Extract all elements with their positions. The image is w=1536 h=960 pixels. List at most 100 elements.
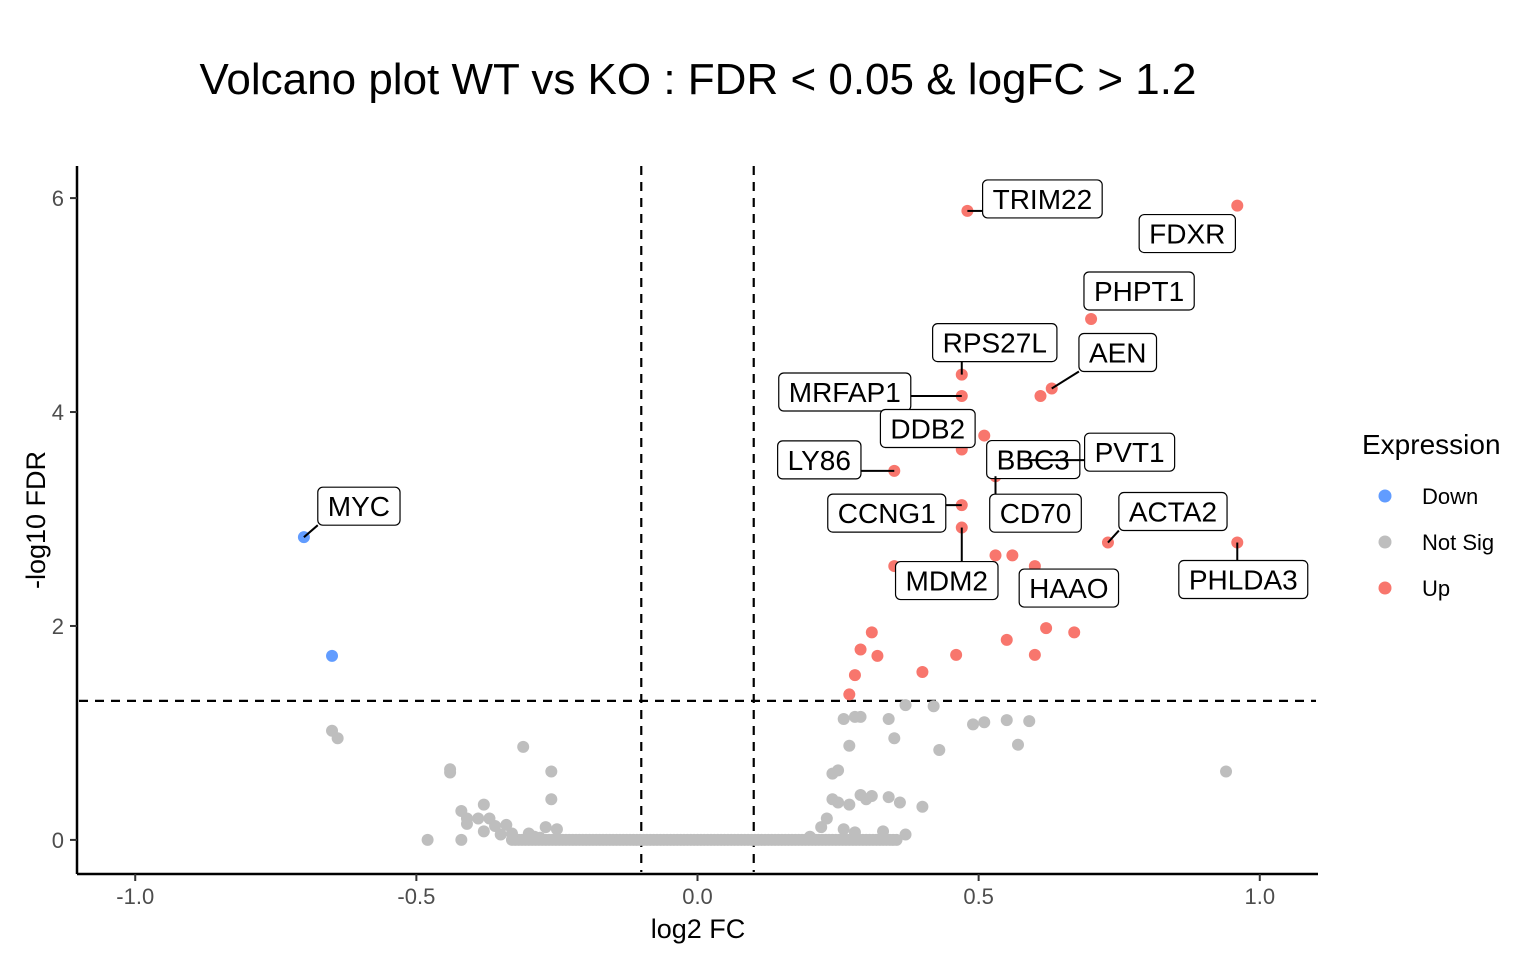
gene-label-text: DDB2 <box>890 413 965 444</box>
point-not-sig <box>803 830 816 843</box>
gene-label-cd70: CD70 <box>989 476 1082 533</box>
point-not-sig <box>888 732 901 745</box>
gene-label-text: LY86 <box>788 445 851 476</box>
legend: Expression Down Not Sig Up <box>1362 429 1501 601</box>
gene-label-box <box>317 486 401 526</box>
legend-label: Up <box>1422 576 1450 601</box>
gene-label-pvt1: PVT1 <box>1023 432 1176 472</box>
y-tick-label: 2 <box>52 614 64 639</box>
point-up <box>916 665 929 678</box>
gene-label-text: ACTA2 <box>1129 497 1217 528</box>
point-up <box>865 626 878 639</box>
y-axis-label: -log10 FDR <box>21 451 51 589</box>
chart-title: Volcano plot WT vs KO : FDR < 0.05 & log… <box>200 55 1197 104</box>
gene-label-text: FDXR <box>1149 219 1225 250</box>
legend-key-not-sig <box>1378 535 1392 549</box>
gene-label-box <box>1083 271 1195 311</box>
point-not-sig <box>865 790 878 803</box>
point-not-sig <box>494 828 507 841</box>
y-tick-label: 4 <box>52 400 64 425</box>
gene-label-box <box>879 408 976 449</box>
gene-label-box <box>1138 213 1236 254</box>
point-not-sig <box>517 740 530 753</box>
point-not-sig <box>500 818 513 831</box>
point-not-sig <box>899 699 912 712</box>
gene-label-haao: HAAO <box>1018 568 1120 608</box>
gene-label-text: CCNG1 <box>838 498 936 529</box>
point-not-sig <box>545 793 558 806</box>
point-not-sig <box>455 833 468 846</box>
gene-label-aen: AEN <box>1051 332 1158 390</box>
point-not-sig <box>890 833 903 846</box>
gene-label-text: AEN <box>1089 337 1147 368</box>
point-not-sig <box>933 744 946 757</box>
gene-label-text: TRIM22 <box>993 184 1093 215</box>
gene-label-acta2: ACTA2 <box>1107 491 1228 544</box>
point-up <box>1006 549 1019 562</box>
point-not-sig <box>505 827 518 840</box>
x-tick-label: -0.5 <box>397 884 435 909</box>
point-up <box>848 669 861 682</box>
point-not-sig <box>489 820 502 833</box>
point-not-sig <box>837 713 850 726</box>
point-up <box>989 549 1002 562</box>
gene-label-box <box>982 179 1103 219</box>
gene-label-text: MDM2 <box>906 566 988 597</box>
gene-label-text: PHLDA3 <box>1189 565 1298 596</box>
point-up <box>1040 622 1053 635</box>
point-up <box>1068 626 1081 639</box>
point-up <box>1085 312 1098 325</box>
gene-label-mrfap1: MRFAP1 <box>778 372 962 412</box>
point-up <box>1028 648 1041 661</box>
point-not-sig <box>1220 765 1233 778</box>
gene-label-phpt1: PHPT1 <box>1083 271 1195 311</box>
gene-label-box <box>932 322 1058 363</box>
point-up <box>871 649 884 662</box>
y-tick-label: 0 <box>52 828 64 853</box>
point-not-sig <box>1000 714 1013 727</box>
threshold-lines <box>79 166 1316 872</box>
gene-label-box <box>894 560 999 601</box>
point-not-sig <box>331 732 344 745</box>
point-not-sig <box>916 800 929 813</box>
point-not-sig <box>832 796 845 809</box>
gene-label-leader <box>1107 529 1120 544</box>
point-not-sig <box>460 817 473 830</box>
y-axis-ticks: 0 2 4 6 <box>52 186 77 853</box>
x-tick-label: -1.0 <box>116 884 154 909</box>
point-up <box>854 643 867 656</box>
point-not-sig <box>1023 715 1036 728</box>
gene-label-box <box>1118 491 1228 532</box>
gene-label-box <box>1178 559 1309 600</box>
data-points <box>297 199 1244 846</box>
gene-label-ddb2: DDB2 <box>879 408 976 449</box>
point-not-sig <box>843 798 856 811</box>
x-tick-label: 1.0 <box>1244 884 1275 909</box>
gene-label-mdm2: MDM2 <box>894 527 999 601</box>
legend-title: Expression <box>1362 429 1501 460</box>
point-not-sig <box>832 764 845 777</box>
gene-label-text: PHPT1 <box>1094 276 1184 307</box>
point-down <box>326 649 339 662</box>
point-not-sig <box>477 798 490 811</box>
point-not-sig <box>848 826 861 839</box>
point-not-sig <box>978 716 991 729</box>
gene-label-ly86: LY86 <box>777 440 895 480</box>
gene-label-box <box>1078 332 1158 373</box>
gene-label-leader <box>303 524 319 538</box>
point-not-sig <box>893 796 906 809</box>
point-not-sig <box>854 710 867 723</box>
gene-label-myc: MYC <box>303 486 401 538</box>
point-not-sig <box>815 821 828 834</box>
point-not-sig <box>837 823 850 836</box>
point-not-sig <box>421 833 434 846</box>
point-not-sig <box>539 821 552 834</box>
point-up <box>843 688 856 701</box>
gene-label-box <box>1018 568 1120 608</box>
x-tick-label: 0.5 <box>963 884 994 909</box>
point-not-sig <box>882 791 895 804</box>
gene-label-box <box>778 372 912 412</box>
point-not-sig <box>550 823 563 836</box>
point-not-sig <box>1011 738 1024 751</box>
